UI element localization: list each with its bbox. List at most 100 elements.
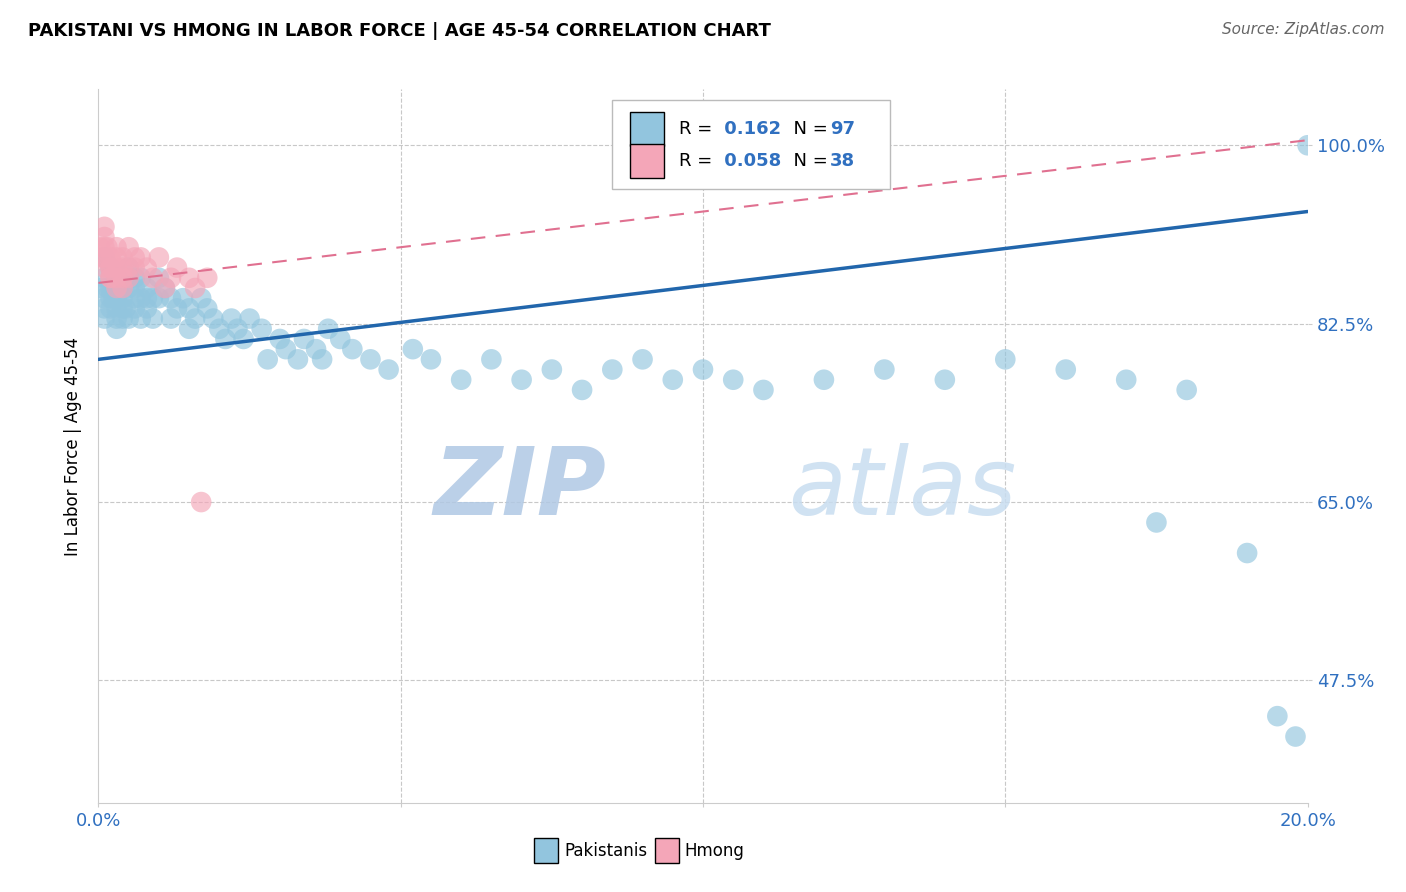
Point: [420, 352, 443, 367]
Point: [118, 281, 141, 295]
Point: [124, 301, 146, 316]
Point: [179, 322, 201, 336]
Point: [360, 352, 382, 367]
Point: [105, 260, 128, 275]
Text: Hmong: Hmong: [685, 842, 745, 860]
FancyBboxPatch shape: [613, 100, 890, 189]
Point: [292, 332, 315, 346]
Text: N =: N =: [782, 153, 834, 170]
Point: [118, 311, 141, 326]
Point: [752, 383, 775, 397]
Point: [184, 281, 207, 295]
Point: [96, 240, 118, 254]
Point: [179, 301, 201, 316]
Point: [103, 291, 125, 305]
Point: [135, 291, 157, 305]
Point: [111, 311, 134, 326]
Point: [89, 240, 111, 254]
Point: [142, 291, 165, 305]
Point: [105, 291, 128, 305]
Point: [184, 311, 207, 326]
Point: [934, 373, 956, 387]
Point: [100, 260, 122, 275]
Point: [540, 362, 562, 376]
Point: [179, 270, 201, 285]
Point: [100, 291, 122, 305]
Point: [153, 281, 176, 295]
Point: [111, 301, 134, 316]
Point: [111, 251, 134, 265]
Point: [481, 352, 503, 367]
Point: [1144, 516, 1167, 530]
Point: [208, 322, 231, 336]
Point: [90, 281, 112, 295]
FancyBboxPatch shape: [534, 838, 558, 863]
Point: [1284, 730, 1306, 744]
Text: Pakistanis: Pakistanis: [564, 842, 647, 860]
Point: [124, 270, 146, 285]
Point: [105, 251, 128, 265]
Point: [118, 260, 141, 275]
Point: [239, 311, 262, 326]
Point: [221, 311, 243, 326]
Point: [105, 311, 128, 326]
Point: [93, 251, 115, 265]
Y-axis label: In Labor Force | Age 45-54: In Labor Force | Age 45-54: [63, 336, 82, 556]
Point: [160, 291, 183, 305]
Point: [100, 260, 122, 275]
Point: [602, 362, 624, 376]
Point: [124, 281, 146, 295]
Point: [723, 373, 745, 387]
Point: [105, 240, 128, 254]
Point: [135, 301, 157, 316]
Point: [105, 322, 128, 336]
Point: [93, 291, 115, 305]
Point: [1267, 709, 1289, 723]
Point: [571, 383, 593, 397]
Point: [269, 332, 291, 346]
Point: [195, 270, 218, 285]
Text: 38: 38: [830, 153, 855, 170]
Point: [190, 495, 212, 509]
Point: [93, 270, 115, 285]
Point: [873, 362, 896, 376]
Point: [142, 270, 165, 285]
Point: [105, 270, 128, 285]
FancyBboxPatch shape: [630, 145, 664, 178]
Point: [111, 270, 134, 285]
Point: [142, 311, 165, 326]
Point: [661, 373, 683, 387]
Point: [1296, 138, 1319, 153]
Point: [100, 260, 122, 275]
Point: [129, 311, 152, 326]
Point: [93, 251, 115, 265]
Point: [129, 291, 152, 305]
Point: [160, 270, 183, 285]
Point: [274, 342, 297, 356]
Point: [100, 251, 122, 265]
Point: [118, 260, 141, 275]
Point: [93, 240, 115, 254]
Text: R =: R =: [679, 153, 718, 170]
Point: [100, 270, 122, 285]
Point: [1175, 383, 1198, 397]
Text: ZIP: ZIP: [433, 442, 606, 535]
Point: [250, 322, 273, 336]
Point: [329, 332, 352, 346]
Text: 0.162: 0.162: [717, 120, 780, 138]
Point: [111, 281, 134, 295]
Point: [100, 301, 122, 316]
Point: [93, 230, 115, 244]
Point: [195, 301, 218, 316]
Point: [111, 270, 134, 285]
Point: [148, 291, 170, 305]
Point: [135, 260, 157, 275]
Point: [93, 301, 115, 316]
Point: [118, 270, 141, 285]
Point: [105, 281, 128, 295]
Text: N =: N =: [782, 120, 834, 138]
Point: [316, 322, 339, 336]
Point: [124, 260, 146, 275]
Point: [105, 270, 128, 285]
Point: [100, 270, 122, 285]
